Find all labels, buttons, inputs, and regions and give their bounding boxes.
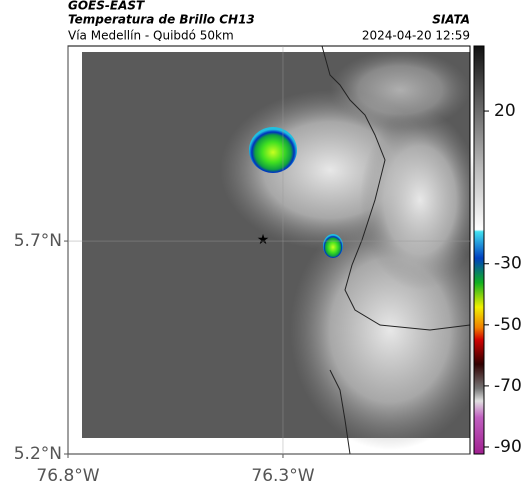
svg-text:★: ★ (257, 232, 270, 248)
colorbar-tick-label: 20 (494, 101, 516, 121)
source: GOES-EAST (68, 0, 145, 13)
y-tick-label: 5.2°N (14, 444, 62, 464)
colorbar-tick-label: -70 (494, 376, 522, 396)
product: Temperatura de Brillo CH13 (68, 13, 255, 27)
x-tick-label: 76.3°W (251, 466, 314, 486)
y-tick-label: 5.7°N (14, 231, 62, 251)
x-tick-label: 76.8°W (36, 466, 99, 486)
datetime: 2024-04-20 12:59 (362, 29, 470, 43)
colorbar (473, 45, 485, 455)
region: Vía Medellín - Quibdó 50km (68, 29, 234, 43)
satellite-image: ★ (82, 45, 490, 455)
agency: SIATA (432, 13, 470, 27)
colorbar-tick-label: -90 (494, 437, 522, 457)
colorbar-tick-label: -50 (494, 315, 522, 335)
colorbar-tick-label: -30 (494, 254, 522, 274)
